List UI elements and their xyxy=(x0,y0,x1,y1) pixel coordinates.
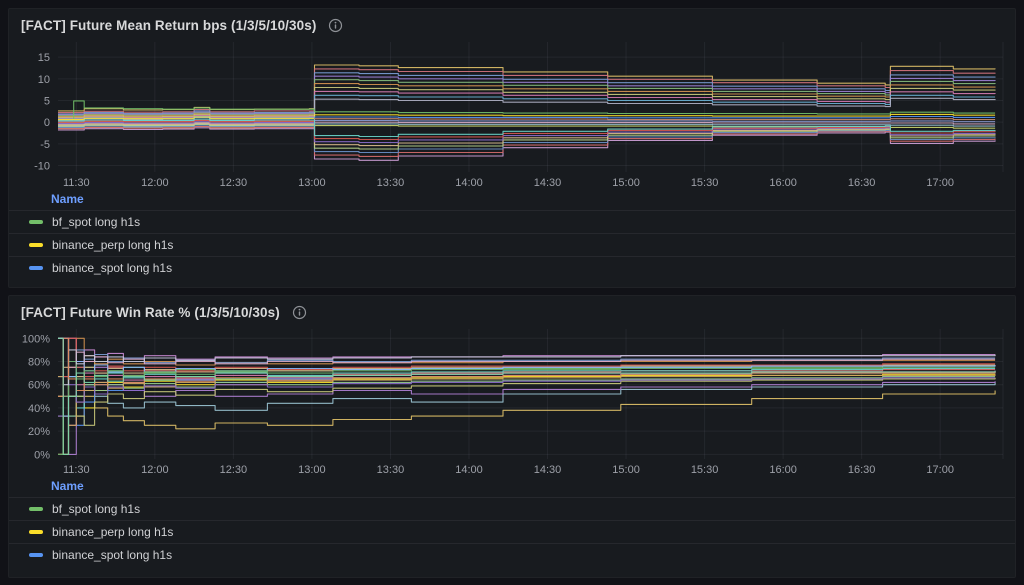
svg-text:11:30: 11:30 xyxy=(63,464,90,476)
svg-text:12:30: 12:30 xyxy=(220,464,248,476)
svg-text:16:00: 16:00 xyxy=(769,464,797,476)
panel-future-win-rate: [FACT] Future Win Rate % (1/3/5/10/30s) … xyxy=(8,295,1016,578)
series-color-swatch xyxy=(29,507,43,511)
svg-text:15: 15 xyxy=(38,52,50,64)
legend-item[interactable]: binance_perp long h1s xyxy=(9,233,1015,256)
svg-text:15:00: 15:00 xyxy=(612,464,640,476)
svg-text:40%: 40% xyxy=(28,403,50,415)
svg-text:5: 5 xyxy=(44,96,50,108)
panel-header: [FACT] Future Win Rate % (1/3/5/10/30s) xyxy=(9,296,1015,323)
series-color-swatch xyxy=(29,266,43,270)
legend-header-name[interactable]: Name xyxy=(51,479,84,493)
legend-item[interactable]: bf_spot long h1s xyxy=(9,497,1015,520)
svg-text:-5: -5 xyxy=(40,139,50,151)
legend-label: bf_spot long h1s xyxy=(52,502,141,516)
svg-text:14:00: 14:00 xyxy=(455,464,483,476)
svg-text:11:30: 11:30 xyxy=(63,177,90,189)
svg-text:20%: 20% xyxy=(28,426,50,438)
panel-header: [FACT] Future Mean Return bps (1/3/5/10/… xyxy=(9,9,1015,36)
legend-label: binance_perp long h1s xyxy=(52,238,174,252)
svg-text:16:00: 16:00 xyxy=(769,177,797,189)
svg-text:16:30: 16:30 xyxy=(848,464,876,476)
time-series-chart-win-rate[interactable]: 100% 80% 60% 40% 20% 0% 11:30 12:00 12:30 13:00 13… xyxy=(9,323,1015,476)
svg-text:100%: 100% xyxy=(22,333,50,345)
legend-label: binance_spot long h1s xyxy=(52,261,173,275)
legend-label: binance_spot long h1s xyxy=(52,548,173,562)
series-color-swatch xyxy=(29,220,43,224)
svg-text:14:30: 14:30 xyxy=(534,177,562,189)
panel-future-mean-return: [FACT] Future Mean Return bps (1/3/5/10/… xyxy=(8,8,1016,288)
legend-header-name[interactable]: Name xyxy=(51,192,84,206)
legend-item[interactable]: binance_spot long h1s xyxy=(9,256,1015,279)
svg-text:15:00: 15:00 xyxy=(612,177,640,189)
svg-text:13:30: 13:30 xyxy=(377,464,405,476)
svg-text:12:00: 12:00 xyxy=(141,464,169,476)
legend-item[interactable]: bf_spot long h1s xyxy=(9,210,1015,233)
svg-text:14:30: 14:30 xyxy=(534,464,562,476)
legend-label: binance_perp long h1s xyxy=(52,525,174,539)
series-color-swatch xyxy=(29,530,43,534)
svg-text:17:00: 17:00 xyxy=(926,464,954,476)
legend-label: bf_spot long h1s xyxy=(52,215,141,229)
svg-text:0%: 0% xyxy=(34,449,50,461)
svg-text:80%: 80% xyxy=(28,357,50,369)
series-color-swatch xyxy=(29,553,43,557)
svg-text:16:30: 16:30 xyxy=(848,177,876,189)
legend: Name bf_spot long h1s binance_perp long … xyxy=(9,189,1015,279)
legend-item[interactable]: binance_spot long h1s xyxy=(9,543,1015,566)
panel-title[interactable]: [FACT] Future Mean Return bps (1/3/5/10/… xyxy=(21,18,317,33)
svg-text:13:30: 13:30 xyxy=(377,177,405,189)
legend: Name bf_spot long h1s binance_perp long … xyxy=(9,476,1015,566)
svg-text:10: 10 xyxy=(38,74,50,86)
info-icon[interactable] xyxy=(292,305,307,320)
time-series-chart-mean-return[interactable]: 15 10 5 0 -5 -10 11:30 12:00 12:30 13:00 13:30 14:0… xyxy=(9,36,1015,189)
svg-text:15:30: 15:30 xyxy=(691,464,719,476)
svg-text:13:00: 13:00 xyxy=(298,177,326,189)
svg-text:0: 0 xyxy=(44,117,50,129)
svg-text:15:30: 15:30 xyxy=(691,177,719,189)
svg-text:12:00: 12:00 xyxy=(141,177,169,189)
legend-item[interactable]: binance_perp long h1s xyxy=(9,520,1015,543)
svg-text:60%: 60% xyxy=(28,380,50,392)
series-color-swatch xyxy=(29,243,43,247)
svg-text:-10: -10 xyxy=(34,161,50,173)
svg-text:14:00: 14:00 xyxy=(455,177,483,189)
panel-title[interactable]: [FACT] Future Win Rate % (1/3/5/10/30s) xyxy=(21,305,280,320)
svg-text:13:00: 13:00 xyxy=(298,464,326,476)
svg-text:12:30: 12:30 xyxy=(220,177,248,189)
info-icon[interactable] xyxy=(328,18,343,33)
svg-text:17:00: 17:00 xyxy=(926,177,954,189)
